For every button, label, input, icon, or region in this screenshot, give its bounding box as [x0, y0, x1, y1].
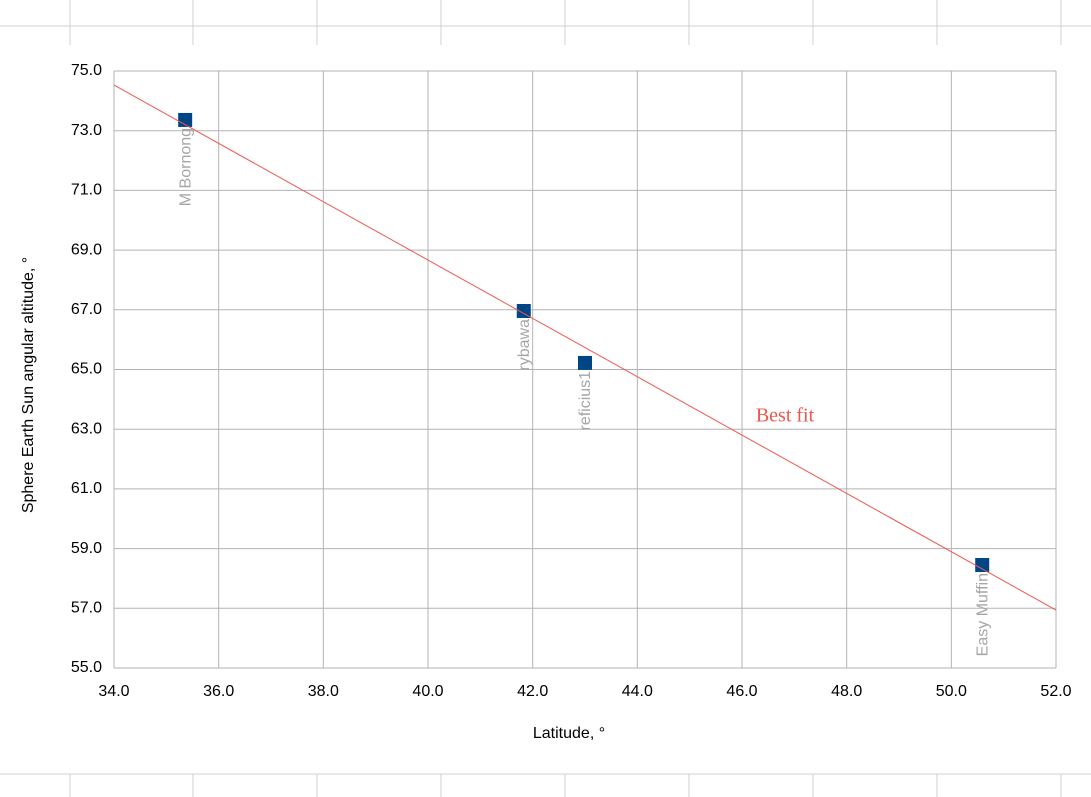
- y-tick-label: 65.0: [71, 361, 102, 378]
- point-label: reficius1: [577, 371, 594, 431]
- x-axis-title: Latitude, °: [533, 725, 605, 742]
- x-tick-label: 38.0: [308, 683, 339, 700]
- x-tick-label: 48.0: [831, 683, 862, 700]
- point-label: M Bornong: [177, 128, 194, 206]
- x-tick-label: 50.0: [936, 683, 967, 700]
- x-tick-label: 44.0: [622, 683, 653, 700]
- y-tick-label: 71.0: [71, 182, 102, 199]
- x-tick-label: 42.0: [517, 683, 548, 700]
- y-tick-label: 63.0: [71, 420, 102, 437]
- x-tick-label: 34.0: [98, 683, 129, 700]
- y-tick-label: 75.0: [71, 62, 102, 79]
- x-tick-label: 52.0: [1040, 683, 1071, 700]
- y-tick-label: 57.0: [71, 600, 102, 617]
- y-tick-label: 55.0: [71, 659, 102, 676]
- point-label: rybawa: [516, 319, 533, 371]
- y-tick-label: 67.0: [71, 301, 102, 318]
- x-tick-label: 40.0: [412, 683, 443, 700]
- trend-line: [113, 84, 1057, 611]
- y-tick-label: 61.0: [71, 480, 102, 497]
- x-tick-label: 36.0: [203, 683, 234, 700]
- data-point: [516, 303, 531, 318]
- y-tick-label: 69.0: [71, 241, 102, 258]
- y-tick-label: 59.0: [71, 540, 102, 557]
- y-tick-label: 73.0: [71, 122, 102, 139]
- y-axis-title: Sphere Earth Sun angular altitude, °: [20, 257, 37, 513]
- data-point: [975, 558, 990, 573]
- trend-line-label: Best fit: [756, 405, 815, 427]
- data-point: [578, 355, 592, 370]
- point-label: Easy Muffin: [974, 573, 991, 656]
- data-point: [178, 112, 193, 127]
- x-tick-label: 46.0: [726, 683, 757, 700]
